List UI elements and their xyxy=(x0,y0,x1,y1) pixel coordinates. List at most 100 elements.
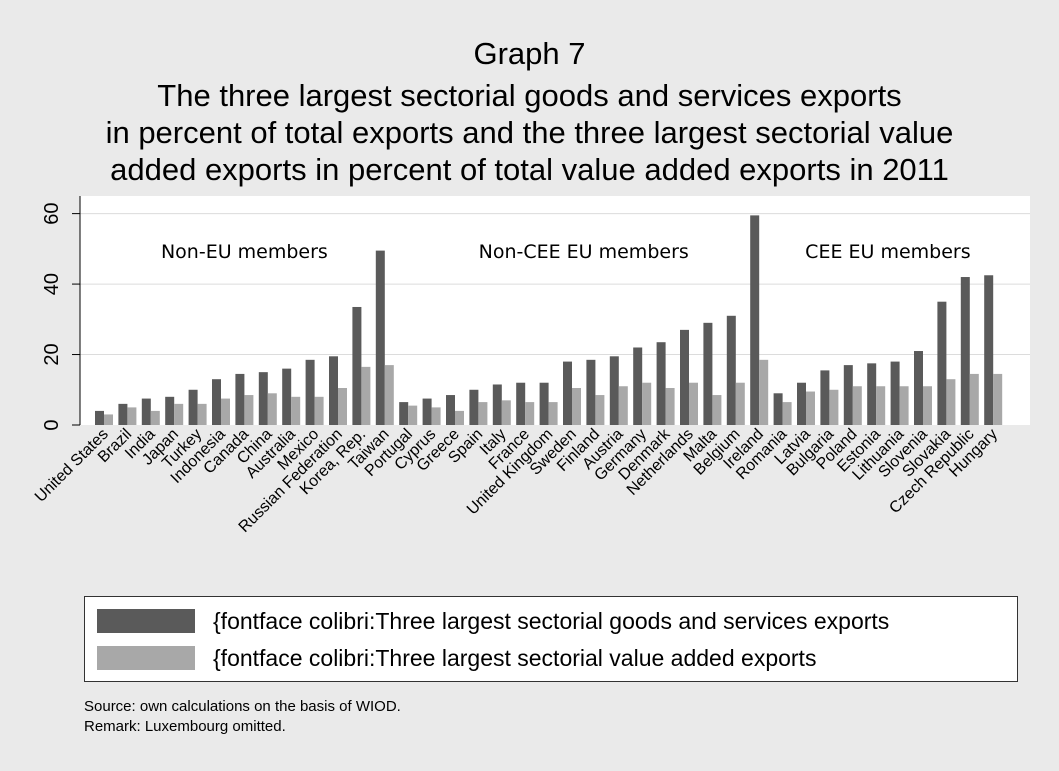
bar-goods-services xyxy=(656,342,666,425)
bar-value-added xyxy=(127,407,137,425)
bar-goods-services xyxy=(399,402,409,425)
chart-title-line-2: The three largest sectorial goods and se… xyxy=(157,78,902,113)
bar-goods-services xyxy=(937,301,947,425)
bar-value-added xyxy=(993,373,1003,425)
source-note: Source: own calculations on the basis of… xyxy=(84,698,401,715)
group-label: Non-CEE EU members xyxy=(479,241,689,263)
legend-swatch-goods-services xyxy=(97,609,195,633)
bar-goods-services xyxy=(914,351,923,425)
bar-goods-services xyxy=(118,403,128,425)
bar-goods-services xyxy=(890,361,900,425)
bar-value-added xyxy=(314,396,324,425)
bar-goods-services xyxy=(235,373,245,425)
y-tick-label: 20 xyxy=(41,343,63,365)
bar-value-added xyxy=(361,366,371,425)
bar-value-added xyxy=(852,386,862,425)
bar-value-added xyxy=(665,388,675,425)
bar-value-added xyxy=(946,379,956,425)
bar-value-added xyxy=(735,382,745,425)
y-tick-label: 60 xyxy=(41,202,63,224)
bar-goods-services xyxy=(212,379,221,425)
bar-value-added xyxy=(548,402,558,425)
bar-goods-services xyxy=(843,365,853,425)
bar-value-added xyxy=(595,395,605,425)
bar-value-added xyxy=(338,388,347,425)
chart-title-line-3: in percent of total exports and the thre… xyxy=(105,115,954,150)
bar-goods-services xyxy=(188,389,198,425)
bar-goods-services xyxy=(95,410,104,425)
bar-goods-services xyxy=(539,382,549,425)
bar-value-added xyxy=(782,402,792,425)
legend-label-value-added: {fontface colibri:Three largest sectoria… xyxy=(213,645,817,671)
y-tick-label: 40 xyxy=(41,273,63,295)
bar-value-added xyxy=(104,414,113,425)
bar-value-added xyxy=(899,386,909,425)
bar-goods-services xyxy=(422,398,432,425)
plot-area xyxy=(80,196,1030,425)
bar-value-added xyxy=(384,365,394,425)
bar-goods-services xyxy=(820,370,830,425)
remark-note: Remark: Luxembourg omitted. xyxy=(84,718,286,735)
bar-goods-services xyxy=(797,382,806,425)
bar-goods-services xyxy=(469,389,479,425)
group-label: CEE EU members xyxy=(805,241,970,263)
bar-value-added xyxy=(174,403,184,425)
bar-goods-services xyxy=(609,356,619,425)
bar-goods-services xyxy=(773,393,783,425)
bar-value-added xyxy=(525,402,535,425)
x-tick-label: United States xyxy=(32,426,112,506)
bar-goods-services xyxy=(165,396,175,425)
group-label: Non-EU members xyxy=(161,241,328,263)
bar-value-added xyxy=(291,396,301,425)
bar-value-added xyxy=(267,393,277,425)
bar-value-added xyxy=(712,395,722,425)
bar-goods-services xyxy=(726,315,736,425)
bar-value-added xyxy=(501,400,511,425)
chart-title-line-4: added exports in percent of total value … xyxy=(110,152,949,187)
bar-goods-services xyxy=(984,275,994,425)
chart-title-line-1: Graph 7 xyxy=(473,36,586,71)
bar-goods-services xyxy=(352,306,362,425)
bar-value-added xyxy=(455,410,464,425)
bar-goods-services xyxy=(867,363,877,425)
bar-value-added xyxy=(221,398,230,425)
bar-goods-services xyxy=(563,361,572,425)
chart-legend: {fontface colibri:Three largest sectoria… xyxy=(84,596,1018,682)
bar-value-added xyxy=(478,402,488,425)
bar-goods-services xyxy=(375,250,385,425)
bar-value-added xyxy=(969,373,979,425)
bar-goods-services xyxy=(680,329,689,425)
bar-goods-services xyxy=(329,356,338,425)
bar-value-added xyxy=(759,359,769,425)
bar-goods-services xyxy=(258,372,268,425)
bar-goods-services xyxy=(960,277,970,425)
bar-value-added xyxy=(689,382,698,425)
bar-value-added xyxy=(923,386,932,425)
legend-swatch-value-added xyxy=(97,646,195,670)
bar-goods-services xyxy=(141,398,151,425)
bar-goods-services xyxy=(305,359,315,425)
bar-goods-services xyxy=(446,395,455,425)
bar-goods-services xyxy=(492,384,502,425)
bar-value-added xyxy=(876,386,886,425)
bar-value-added xyxy=(829,389,839,425)
bar-value-added xyxy=(244,395,254,425)
bar-goods-services xyxy=(282,368,292,425)
y-tick-label: 0 xyxy=(41,419,63,430)
bar-goods-services xyxy=(586,359,596,425)
bar-value-added xyxy=(408,405,418,425)
bar-value-added xyxy=(642,382,652,425)
bar-goods-services xyxy=(516,382,526,425)
bar-goods-services xyxy=(703,322,713,425)
bar-value-added xyxy=(431,407,441,425)
bar-value-added xyxy=(618,386,628,425)
bar-value-added xyxy=(572,388,581,425)
bar-value-added xyxy=(197,403,207,425)
bar-value-added xyxy=(806,391,815,425)
bar-goods-services xyxy=(633,347,643,425)
bar-value-added xyxy=(150,410,160,425)
legend-label-goods-services: {fontface colibri:Three largest sectoria… xyxy=(213,608,890,634)
bar-goods-services xyxy=(750,215,760,425)
